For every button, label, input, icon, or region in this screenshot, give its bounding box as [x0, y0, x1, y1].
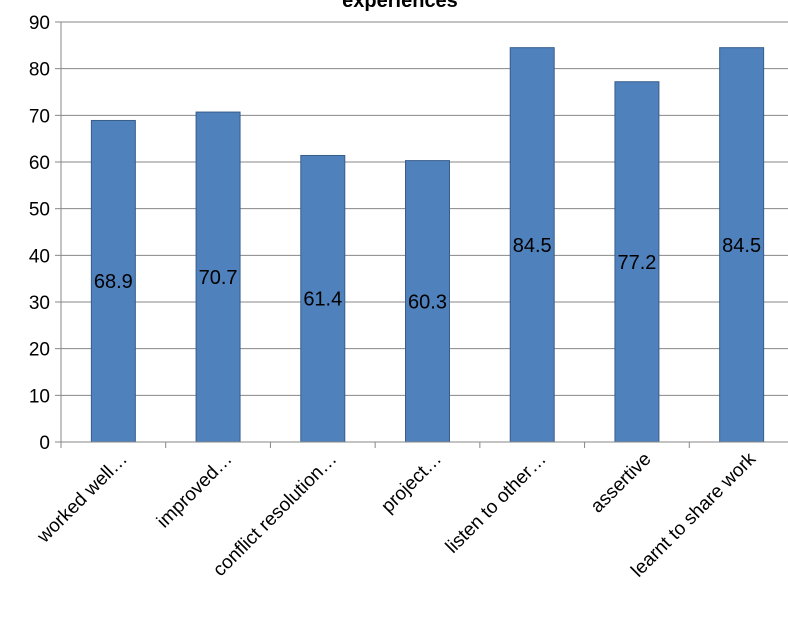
bar — [300, 154, 346, 443]
data-label: 84.5 — [722, 235, 761, 257]
bar-series: 68.9 70.7 61.4 60.3 84.5 77.2 84.5 — [90, 47, 765, 443]
chart-title: experiences — [342, 0, 458, 12]
y-tick-label: 80 — [29, 60, 50, 81]
bar — [195, 111, 241, 443]
data-label: 70.7 — [199, 267, 238, 289]
y-tick-label: 50 — [29, 200, 50, 221]
bar — [405, 160, 450, 443]
y-tick-label: 40 — [29, 246, 50, 267]
data-label: 61.4 — [303, 289, 342, 311]
x-category-label: assertive — [587, 449, 656, 518]
y-tick-label: 70 — [29, 106, 50, 127]
y-tick-label: 90 — [29, 13, 50, 34]
x-axis: worked well… improved…conflict resolution… — [33, 441, 788, 582]
bar — [509, 47, 555, 443]
x-category-label: improved… — [153, 449, 237, 533]
y-axis: 0 10 20 30 40 50 60 70 80 90 — [29, 13, 62, 454]
data-label: 60.3 — [408, 291, 447, 313]
x-category-label: listen to other… — [442, 449, 551, 558]
y-tick-label: 10 — [29, 386, 50, 407]
y-tick-label: 20 — [29, 340, 50, 361]
x-category-label: project… — [377, 449, 446, 518]
bar — [719, 47, 765, 443]
y-tick-label: 60 — [29, 153, 50, 174]
data-label: 84.5 — [513, 235, 552, 257]
bar — [90, 119, 136, 443]
x-category-label: worked well… — [33, 449, 132, 548]
y-tick-label: 0 — [39, 433, 50, 454]
y-tick-label: 30 — [29, 293, 50, 314]
data-label: 68.9 — [94, 271, 133, 293]
data-label: 77.2 — [617, 252, 656, 274]
